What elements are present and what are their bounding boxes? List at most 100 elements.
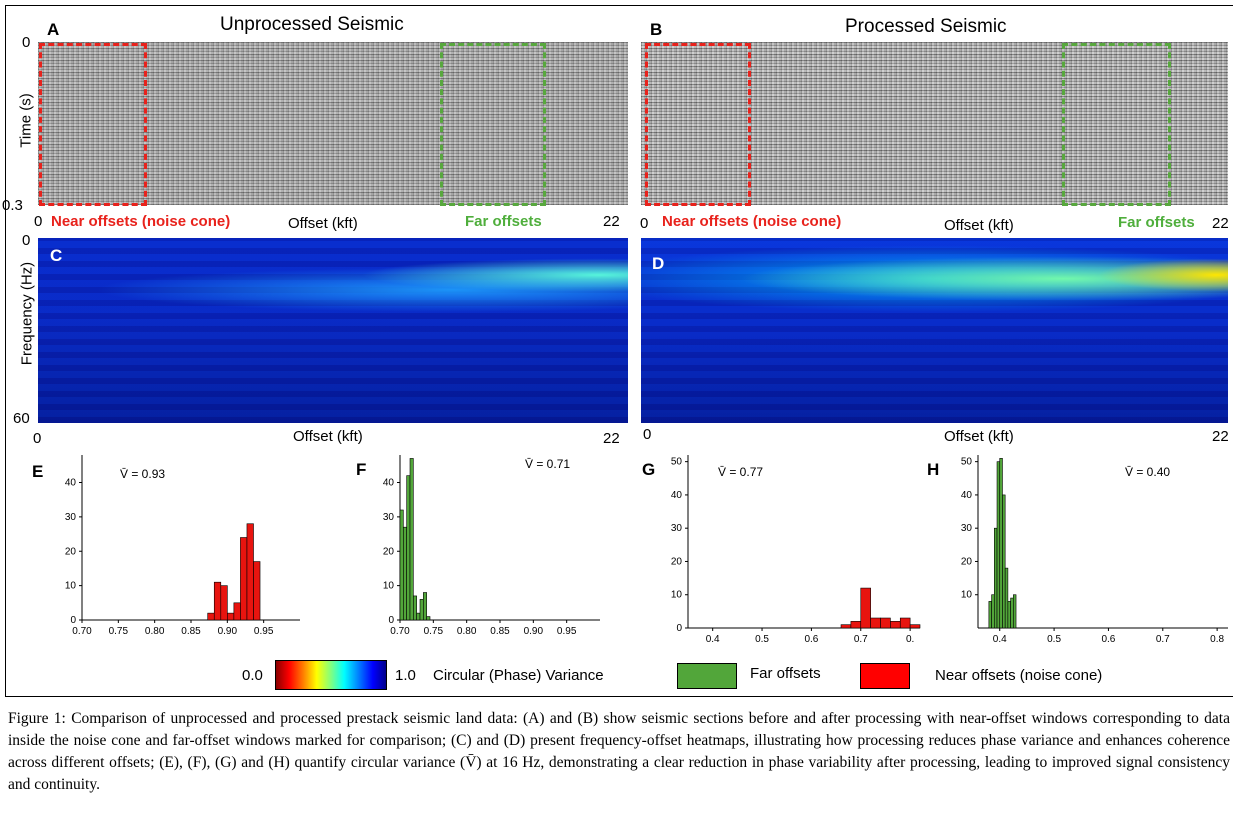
far-window (1062, 43, 1171, 206)
bar (996, 461, 1001, 629)
legend-text: 0.0 (242, 667, 263, 684)
axis-label: 0.3 (2, 197, 23, 214)
axis-label: 22 (603, 213, 620, 230)
y-tick-label: 40 (65, 478, 77, 489)
axis-label: 0 (22, 34, 31, 51)
colorbar (275, 660, 387, 690)
x-tick-label: 0.95 (557, 626, 577, 637)
heatmap (641, 238, 1228, 423)
axis-label: 22 (603, 430, 620, 447)
x-tick-label: 0.85 (490, 626, 510, 637)
annotation: V̄ = 0.71 (525, 457, 570, 471)
y-tick-label: 10 (961, 590, 973, 601)
bar (413, 595, 417, 621)
x-tick-label: 0.70 (72, 626, 92, 637)
bar (850, 621, 862, 629)
x-tick-label: 0.95 (254, 626, 274, 637)
bar (909, 624, 921, 629)
bar (416, 612, 421, 621)
annotation: V̄ = 0.40 (1125, 465, 1170, 479)
heatmap (38, 238, 628, 423)
panel-letter: G (642, 460, 656, 479)
panel-letter: H (927, 460, 940, 479)
bar (1007, 601, 1011, 629)
panel-letter: B (650, 20, 663, 39)
legend-swatch (677, 663, 737, 689)
bar (999, 458, 1003, 629)
bar (426, 616, 431, 621)
bar (1013, 594, 1017, 629)
far-window (440, 43, 546, 206)
y-tick-label: 0 (70, 615, 76, 626)
bar (406, 475, 411, 621)
x-tick-label: 0.70 (390, 626, 410, 637)
bar (207, 612, 215, 621)
near-window (39, 43, 147, 206)
bar (419, 599, 424, 621)
panel-letter: E (32, 462, 44, 481)
panel-letter: A (47, 20, 60, 39)
axis-label: 0 (34, 213, 43, 230)
axis-title: Offset (kft) (944, 217, 1014, 234)
bar (227, 612, 235, 621)
bar (399, 509, 404, 621)
legend-swatch (860, 663, 910, 689)
y-tick-label: 50 (671, 457, 683, 468)
bar (991, 594, 995, 629)
legend-text: Circular (Phase) Variance (433, 667, 604, 684)
far-label: Far offsets (465, 213, 542, 230)
annotation: V̄ = 0.77 (718, 465, 763, 479)
near-label: Near offsets (noise cone) (662, 213, 842, 230)
y-tick-label: 10 (65, 581, 77, 592)
bar (870, 617, 881, 629)
axis-label: 0 (643, 426, 652, 443)
axis-label: 0 (22, 232, 31, 249)
y-tick-label: 20 (961, 556, 973, 567)
y-tick-label: 20 (671, 556, 683, 567)
x-tick-label: 0.80 (145, 626, 165, 637)
axis-label: 0 (640, 215, 649, 232)
y-tick-label: 0 (676, 623, 682, 634)
near-window (645, 43, 751, 206)
axis-title: Offset (kft) (944, 428, 1014, 445)
bar (840, 624, 852, 629)
panel-title: Unprocessed Seismic (220, 14, 404, 35)
bar (246, 523, 254, 621)
x-tick-label: 0.7 (854, 634, 868, 645)
y-tick-label: 30 (65, 512, 77, 523)
bar (1004, 567, 1009, 629)
bar (423, 592, 427, 621)
bar (1010, 597, 1014, 629)
x-tick-label: 0.6 (1101, 634, 1115, 645)
far-label: Far offsets (1118, 214, 1195, 231)
panel-title: Processed Seismic (845, 16, 1007, 37)
x-tick-label: 0.6 (804, 634, 818, 645)
legend-text: 1.0 (395, 667, 416, 684)
bar (860, 587, 871, 629)
y-tick-label: 20 (383, 546, 395, 557)
near-label: Near offsets (noise cone) (51, 213, 231, 230)
y-tick-label: 10 (383, 581, 395, 592)
bar (994, 527, 998, 629)
legend-text: Far offsets (750, 665, 821, 682)
x-tick-label: 0.80 (457, 626, 477, 637)
bar (890, 621, 901, 629)
y-tick-label: 20 (65, 546, 77, 557)
axis-label: 60 (13, 410, 30, 427)
y-tick-label: 50 (961, 457, 973, 468)
caption: Figure 1: Comparison of unprocessed and … (8, 710, 1230, 793)
x-tick-label: 0.75 (109, 626, 129, 637)
figure-frame (5, 5, 1233, 697)
seismic-image (38, 42, 628, 205)
y-tick-label: 30 (961, 523, 973, 534)
bar (233, 602, 241, 621)
x-tick-label: 0.90 (218, 626, 238, 637)
y-tick-label: 40 (671, 490, 683, 501)
seismic-image (641, 42, 1228, 205)
x-tick-label: 0.90 (524, 626, 544, 637)
axis-label: 22 (1212, 215, 1229, 232)
y-tick-label: 0 (388, 615, 394, 626)
bar (213, 581, 222, 621)
